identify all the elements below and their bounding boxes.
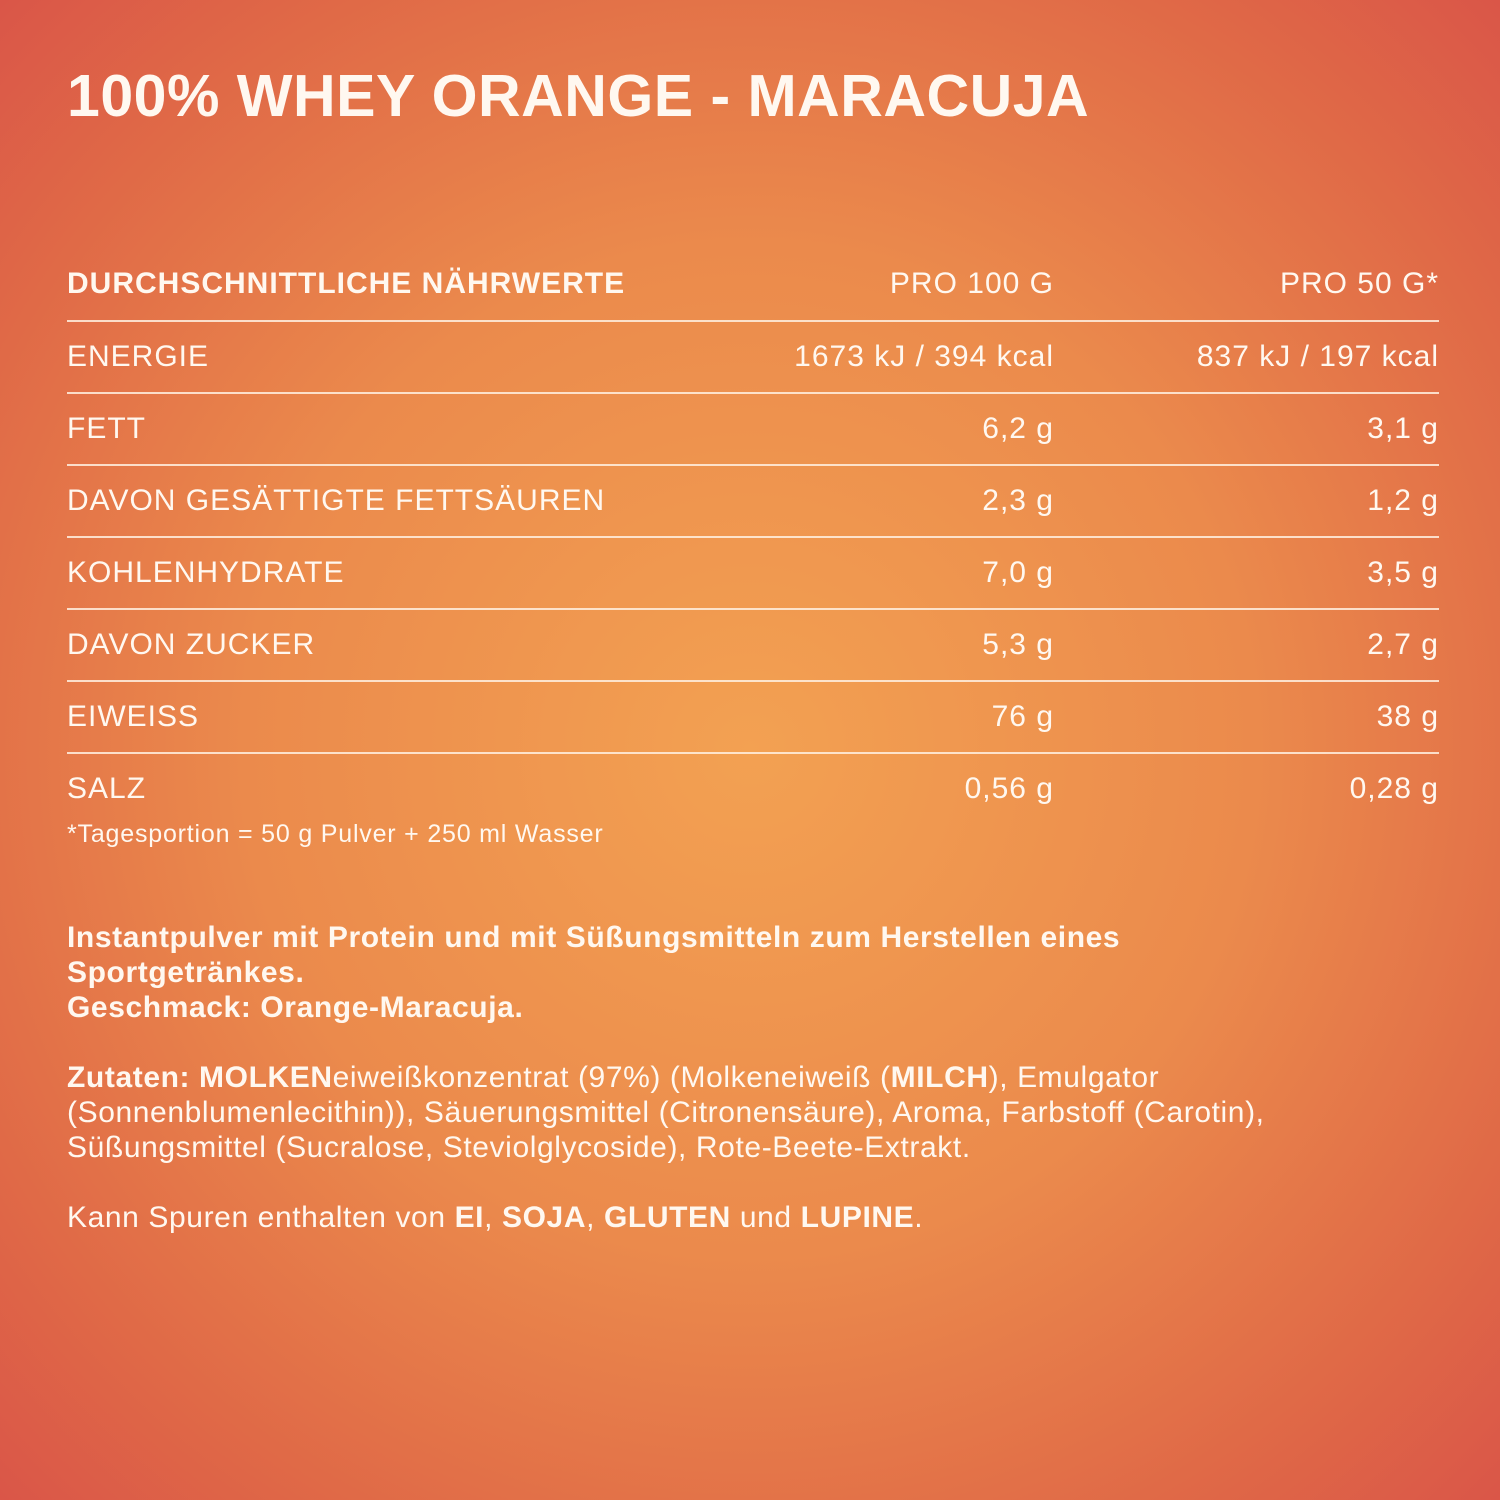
table-row: ENERGIE 1673 kJ / 394 kcal 837 kJ / 197 kc… xyxy=(67,321,1439,393)
text: , xyxy=(586,1201,604,1234)
text: Kann Spuren enthalten von xyxy=(67,1201,455,1234)
nutrient-label: DAVON ZUCKER xyxy=(67,628,316,661)
table-row: SALZ 0,56 g 0,28 g xyxy=(67,753,1439,824)
value-cell: 6,2 g xyxy=(982,412,1054,445)
text-block: Zutaten: MOLKENeiweißkonzentrat (97%) (M… xyxy=(67,1060,1357,1165)
value-cell: 3,5 g xyxy=(1367,556,1439,589)
text-block: Kann Spuren enthalten von EI, SOJA, GLUT… xyxy=(67,1200,1357,1235)
table-row: DAVON GESÄTTIGTE FETTSÄUREN 2,3 g 1,2 g xyxy=(67,465,1439,537)
nutrient-label: FETT xyxy=(67,412,146,445)
table-row: EIWEISS 76 g 38 g xyxy=(67,681,1439,753)
text: , xyxy=(484,1201,502,1234)
nutrient-label: SALZ xyxy=(67,772,147,805)
text: eiweißkonzentrat (97%) (Molkeneiweiß ( xyxy=(332,1061,891,1094)
value-cell: 2,7 g xyxy=(1367,628,1439,661)
table-row: FETT 6,2 g 3,1 g xyxy=(67,393,1439,465)
bold-text: Instantpulver mit Protein und mit Süßung… xyxy=(67,921,1130,989)
nutrient-label: EIWEISS xyxy=(67,700,200,733)
text: . xyxy=(914,1201,924,1234)
value-cell: 1,2 g xyxy=(1367,484,1439,517)
text-line: Geschmack: Orange-Maracuja. xyxy=(67,990,1357,1025)
text-block: Instantpulver mit Protein und mit Süßung… xyxy=(67,920,1357,1025)
bold-text: LUPINE xyxy=(800,1201,915,1234)
nutrient-label: KOHLENHYDRATE xyxy=(67,556,345,589)
bold-text: Zutaten: MOLKEN xyxy=(67,1061,333,1094)
value-cell: 38 g xyxy=(1376,700,1439,733)
header-cell: PRO 100 G xyxy=(889,267,1054,300)
nutrient-label: ENERGIE xyxy=(67,340,210,373)
header-cell: DURCHSCHNITTLICHE NÄHRWERTE xyxy=(67,267,626,300)
value-cell: 0,28 g xyxy=(1349,772,1439,805)
nutrient-label: DAVON GESÄTTIGTE FETTSÄUREN xyxy=(67,484,606,517)
value-cell: 2,3 g xyxy=(982,484,1054,517)
header-cell: PRO 50 G* xyxy=(1279,267,1439,300)
text-line: Kann Spuren enthalten von EI, SOJA, GLUT… xyxy=(67,1200,1357,1235)
value-cell: 7,0 g xyxy=(982,556,1054,589)
value-cell: 0,56 g xyxy=(964,772,1054,805)
value-cell: 1673 kJ / 394 kcal xyxy=(794,340,1054,373)
text-line: Zutaten: MOLKENeiweißkonzentrat (97%) (M… xyxy=(67,1060,1357,1165)
bold-text: Geschmack: Orange-Maracuja. xyxy=(67,991,524,1024)
footnote: *Tagesportion = 50 g Pulver + 250 ml Was… xyxy=(67,820,604,848)
value-cell: 76 g xyxy=(991,700,1054,733)
bold-text: GLUTEN xyxy=(603,1201,731,1234)
text: und xyxy=(730,1201,801,1234)
description: Instantpulver mit Protein und mit Süßung… xyxy=(67,920,1357,1270)
text-line: Instantpulver mit Protein und mit Süßung… xyxy=(67,920,1357,990)
value-cell: 3,1 g xyxy=(1367,412,1439,445)
title: 100% WHEY ORANGE - MARACUJA xyxy=(67,63,1090,129)
header-row: DURCHSCHNITTLICHE NÄHRWERTE PRO 100 G PRO … xyxy=(67,248,1439,321)
nutrition-table: DURCHSCHNITTLICHE NÄHRWERTE PRO 100 G PRO … xyxy=(67,248,1439,824)
table-row: KOHLENHYDRATE 7,0 g 3,5 g xyxy=(67,537,1439,609)
bold-text: MILCH xyxy=(890,1061,989,1094)
text: ), Emulgator (Sonnenblumenlecithin)), Sä… xyxy=(67,1061,1274,1164)
value-cell: 837 kJ / 197 kcal xyxy=(1196,340,1439,373)
table-row: DAVON ZUCKER 5,3 g 2,7 g xyxy=(67,609,1439,681)
value-cell: 5,3 g xyxy=(982,628,1054,661)
bold-text: EI xyxy=(454,1201,485,1234)
bold-text: SOJA xyxy=(501,1201,587,1234)
